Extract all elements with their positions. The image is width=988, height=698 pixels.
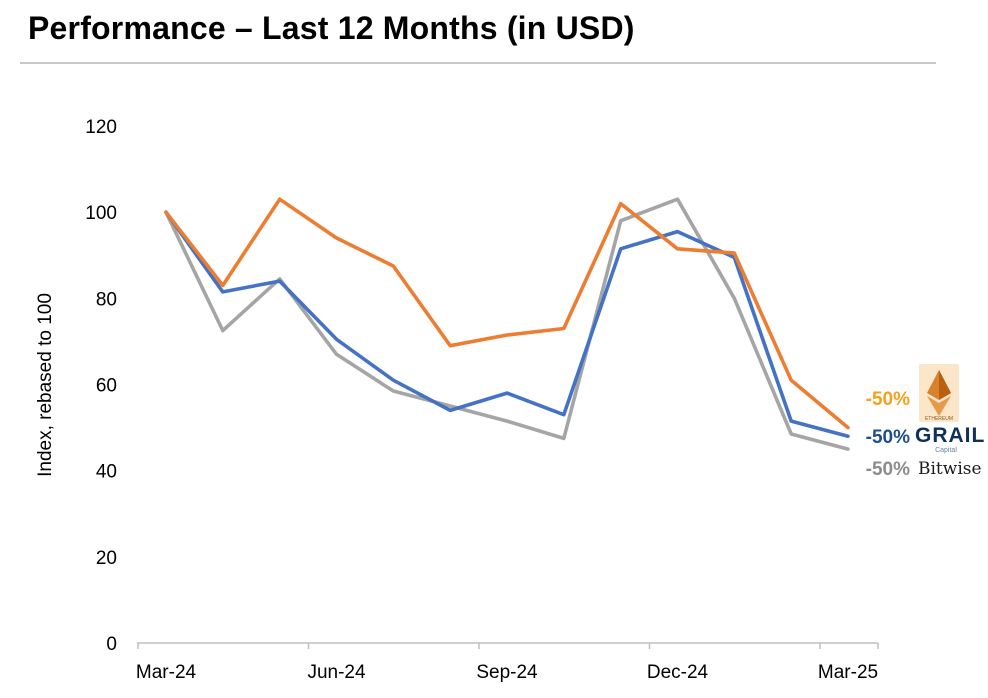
y-tick-label: 60	[96, 376, 117, 397]
title-divider	[20, 62, 936, 64]
end-label-bitwise: -50%	[866, 459, 910, 480]
chart-title: Performance – Last 12 Months (in USD)	[28, 10, 635, 46]
end-label-grail: -50%	[866, 427, 910, 448]
end-labels: -50% -50% -50%	[866, 389, 910, 480]
y-tick-labels: 0 20 40 60 80 100 120	[85, 117, 117, 655]
y-tick-label: 0	[106, 634, 117, 655]
y-tick-label: 100	[85, 203, 117, 224]
x-tick-labels: Mar-24 Jun-24 Sep-24 Dec-24 Mar-25	[136, 662, 878, 683]
ethereum-logo-icon: ETHEREUM	[919, 364, 959, 422]
y-tick-label: 40	[96, 462, 117, 483]
y-tick-label: 120	[85, 117, 117, 138]
bitwise-logo-icon: Bitwise	[918, 459, 982, 479]
series-lines	[164, 197, 850, 451]
grail-logo-subtext: Capital	[935, 447, 957, 454]
ethereum-logo-text: ETHEREUM	[925, 416, 953, 422]
x-tick-label: Sep-24	[476, 662, 538, 683]
x-tick-label: Jun-24	[307, 662, 366, 683]
chart-axes	[137, 642, 879, 649]
series-line-bitwise	[164, 197, 850, 451]
end-label-ethereum: -50%	[866, 389, 910, 410]
grail-logo-icon: GRAIL Capital	[915, 424, 985, 454]
bitwise-logo-text: Bitwise	[918, 459, 982, 479]
series-line-ethereum	[164, 197, 850, 430]
x-tick-label: Mar-25	[818, 662, 878, 683]
x-tick-label: Dec-24	[647, 662, 709, 683]
y-tick-label: 20	[96, 548, 117, 569]
y-tick-label: 80	[96, 289, 117, 310]
x-tick-label: Mar-24	[136, 662, 197, 683]
grail-logo-text: GRAIL	[915, 424, 985, 447]
y-axis-label: Index, rebased to 100	[35, 293, 56, 477]
